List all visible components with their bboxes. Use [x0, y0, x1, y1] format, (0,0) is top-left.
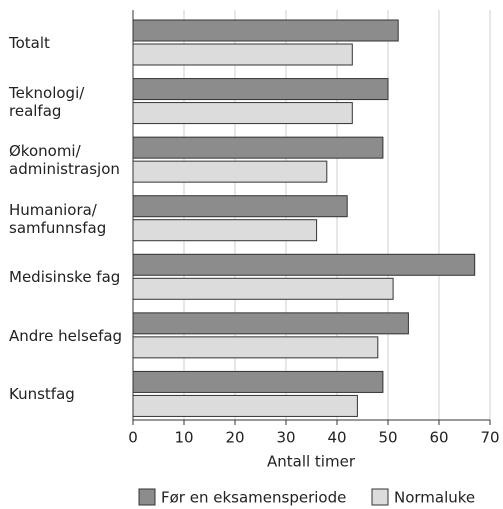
x-tick-label: 50 [378, 429, 397, 447]
bar [132, 312, 409, 335]
x-tick-label: 10 [174, 429, 193, 447]
x-axis-label: Antall timer [267, 453, 356, 471]
bar [132, 219, 318, 242]
x-tick-label: 40 [327, 429, 346, 447]
bar [132, 277, 394, 300]
bar [132, 336, 379, 359]
bar [132, 253, 476, 276]
legend-swatch [138, 488, 156, 506]
category-label: Medisinske fag [9, 268, 121, 287]
bar [132, 78, 389, 101]
category-label: Kunstfag [9, 385, 75, 404]
bar [132, 195, 348, 218]
x-tick-label: 0 [128, 429, 138, 447]
x-tick-label: 20 [225, 429, 244, 447]
bar [132, 136, 384, 159]
legend-label: Normaluke [394, 489, 475, 507]
bar [132, 102, 353, 125]
bar [132, 19, 399, 42]
legend-swatch [371, 488, 389, 506]
category-label: Teknologi/ realfag [9, 83, 85, 120]
category-label: Humaniora/ samfunnsfag [9, 200, 107, 237]
x-tick-label: 70 [480, 429, 499, 447]
bar [132, 160, 328, 183]
x-tick-label: 60 [429, 429, 448, 447]
legend-label: Før en eksamensperiode [161, 489, 346, 507]
category-label: Økonomi/ administrasjon [9, 142, 120, 179]
bar [132, 43, 353, 66]
bar [132, 370, 384, 393]
category-label: Totalt [9, 34, 50, 52]
x-tick-label: 30 [276, 429, 295, 447]
category-label: Andre helsefag [9, 326, 123, 345]
bar [132, 394, 358, 417]
